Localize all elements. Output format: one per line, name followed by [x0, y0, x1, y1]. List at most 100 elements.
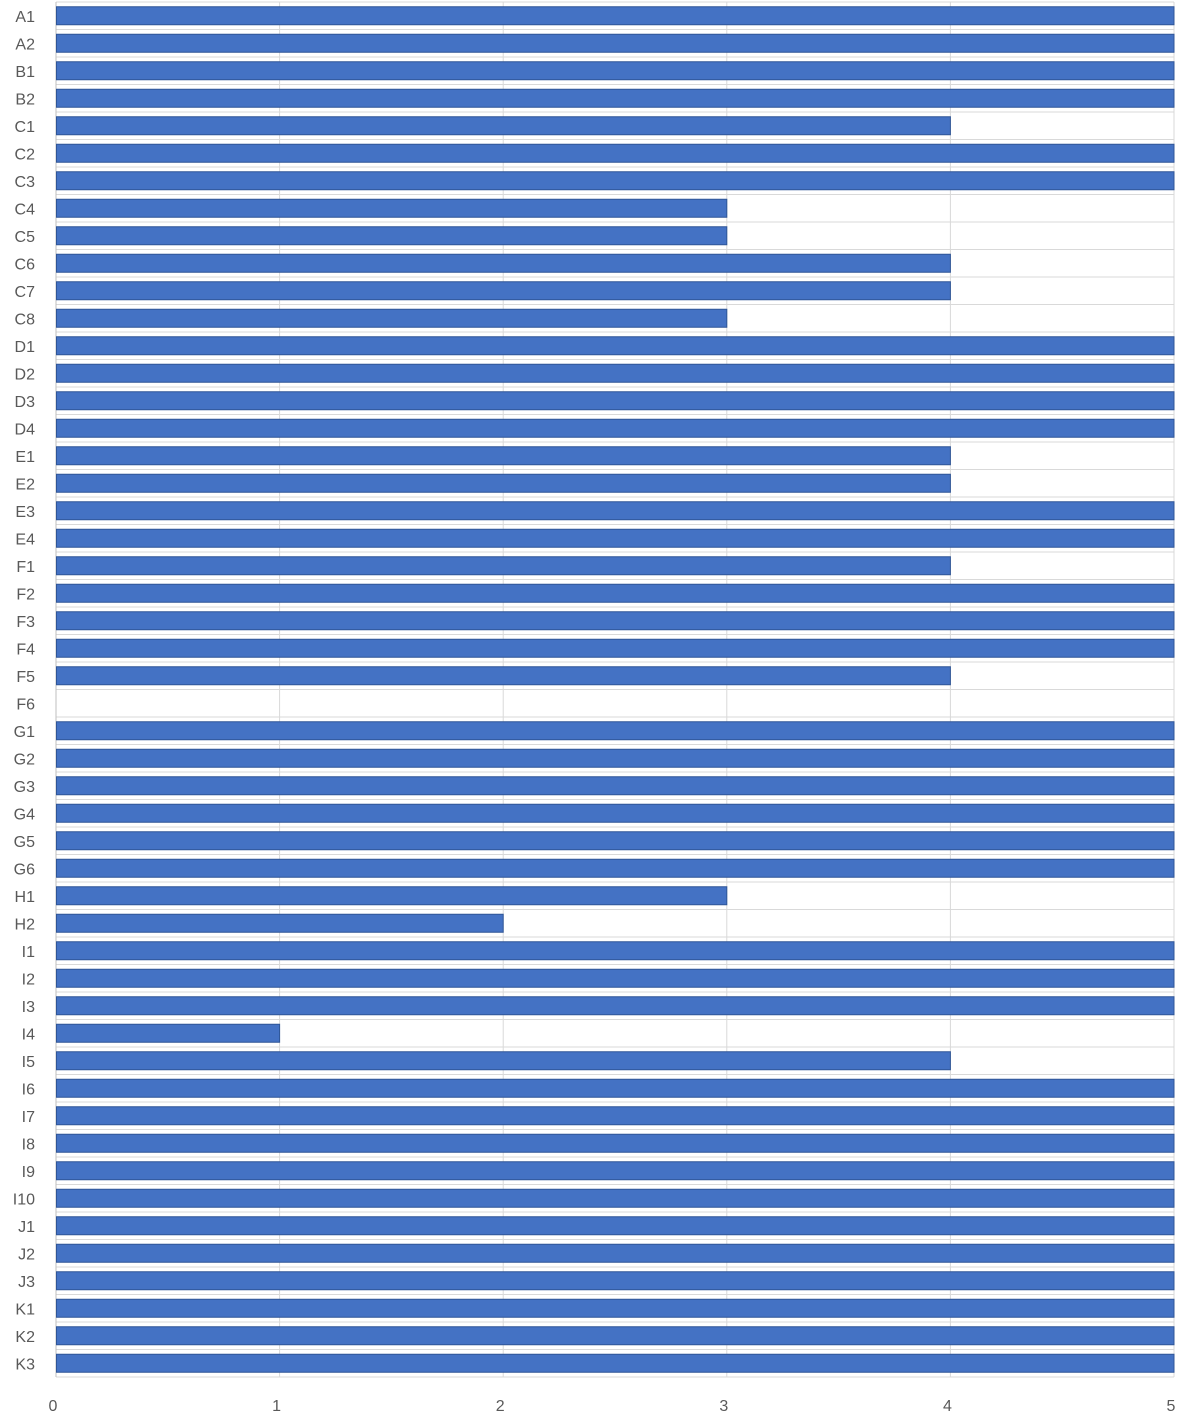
bar-g2 — [56, 748, 1175, 768]
bars — [56, 6, 1175, 1373]
x-tick-label: 2 — [496, 1398, 505, 1415]
bar-b1 — [56, 61, 1175, 81]
category-label-e4: E4 — [15, 531, 35, 548]
category-label-j3: J3 — [18, 1274, 35, 1291]
category-label-c6: C6 — [15, 256, 36, 273]
bar-f2 — [56, 583, 1175, 603]
bar-d3 — [56, 391, 1175, 411]
category-label-c7: C7 — [15, 284, 36, 301]
bar-k2 — [56, 1326, 1175, 1346]
category-label-f6: F6 — [16, 696, 35, 713]
value-axis: 0 1 2 3 4 5 — [49, 1398, 1176, 1415]
bar-k3 — [56, 1353, 1175, 1373]
category-label-i6: I6 — [22, 1081, 35, 1098]
bar-f4 — [56, 638, 1175, 658]
category-label-f4: F4 — [16, 641, 35, 658]
category-label-c5: C5 — [15, 229, 36, 246]
category-label-k1: K1 — [15, 1301, 35, 1318]
category-label-g3: G3 — [14, 779, 35, 796]
category-label-c2: C2 — [15, 146, 36, 163]
category-label-i7: I7 — [22, 1109, 35, 1126]
bar-d1 — [56, 336, 1175, 356]
category-label-i3: I3 — [22, 999, 35, 1016]
category-label-b1: B1 — [15, 64, 35, 81]
bar-a1 — [56, 6, 1175, 26]
bar-a2 — [56, 33, 1175, 53]
category-label-g6: G6 — [14, 861, 35, 878]
category-label-d2: D2 — [15, 366, 36, 383]
x-tick-label: 4 — [943, 1398, 952, 1415]
bar-c2 — [56, 143, 1175, 163]
category-label-f3: F3 — [16, 614, 35, 631]
bar-j2 — [56, 1243, 1175, 1263]
bar-c4 — [56, 198, 728, 218]
category-label-c3: C3 — [15, 174, 36, 191]
category-label-k3: K3 — [15, 1356, 35, 1373]
bar-b2 — [56, 88, 1175, 108]
bar-h2 — [56, 913, 504, 933]
bar-d4 — [56, 418, 1175, 438]
bar-i6 — [56, 1078, 1175, 1098]
category-label-j1: J1 — [18, 1219, 35, 1236]
category-label-i1: I1 — [22, 944, 35, 961]
bar-f1 — [56, 556, 951, 576]
category-label-e1: E1 — [15, 449, 35, 466]
bar-c6 — [56, 253, 951, 273]
category-label-i10: I10 — [13, 1191, 35, 1208]
bar-j3 — [56, 1271, 1175, 1291]
x-tick-label: 1 — [272, 1398, 281, 1415]
category-label-i9: I9 — [22, 1164, 35, 1181]
category-label-a2: A2 — [15, 36, 35, 53]
bar-g6 — [56, 858, 1175, 878]
category-label-g2: G2 — [14, 751, 35, 768]
x-tick-label: 3 — [719, 1398, 728, 1415]
bar-k1 — [56, 1298, 1175, 1318]
category-label-b2: B2 — [15, 91, 35, 108]
bar-i3 — [56, 996, 1175, 1016]
category-label-d1: D1 — [15, 339, 36, 356]
category-label-i2: I2 — [22, 971, 35, 988]
bar-d2 — [56, 363, 1175, 383]
category-label-a1: A1 — [15, 9, 35, 26]
bar-i1 — [56, 941, 1175, 961]
bar-e3 — [56, 501, 1175, 521]
category-label-i5: I5 — [22, 1054, 35, 1071]
bar-c7 — [56, 281, 951, 301]
bar-j1 — [56, 1216, 1175, 1236]
bar-g1 — [56, 721, 1175, 741]
bar-g5 — [56, 831, 1175, 851]
category-label-d3: D3 — [15, 394, 36, 411]
bar-i2 — [56, 968, 1175, 988]
x-tick-label: 5 — [1167, 1398, 1176, 1415]
gridlines — [55, 1, 1175, 1378]
bar-i8 — [56, 1133, 1175, 1153]
category-label-g1: G1 — [14, 724, 35, 741]
bar-f3 — [56, 611, 1175, 631]
category-label-f1: F1 — [16, 559, 35, 576]
category-label-j2: J2 — [18, 1246, 35, 1263]
bar-i10 — [56, 1188, 1175, 1208]
category-label-c8: C8 — [15, 311, 36, 328]
bar-e1 — [56, 446, 951, 466]
category-label-g4: G4 — [14, 806, 35, 823]
category-label-g5: G5 — [14, 834, 35, 851]
bar-e2 — [56, 473, 951, 493]
category-label-f5: F5 — [16, 669, 35, 686]
category-label-c1: C1 — [15, 119, 36, 136]
bar-i9 — [56, 1161, 1175, 1181]
bar-c3 — [56, 171, 1175, 191]
bar-c1 — [56, 116, 951, 136]
category-label-i8: I8 — [22, 1136, 35, 1153]
bar-i7 — [56, 1106, 1175, 1126]
bar-c8 — [56, 308, 728, 328]
category-axis: A1 A2 B1 B2 C1 C2 C3 C4 C5 C6 C7 C8 D1 D2 D3 D4 E1 E2 E3 E4… — [13, 9, 35, 1374]
bar-i5 — [56, 1051, 951, 1071]
bar-g4 — [56, 803, 1175, 823]
category-label-e3: E3 — [15, 504, 35, 521]
category-label-c4: C4 — [15, 201, 36, 218]
bar-f5 — [56, 666, 951, 686]
category-label-h2: H2 — [15, 916, 36, 933]
category-label-h1: H1 — [15, 889, 36, 906]
